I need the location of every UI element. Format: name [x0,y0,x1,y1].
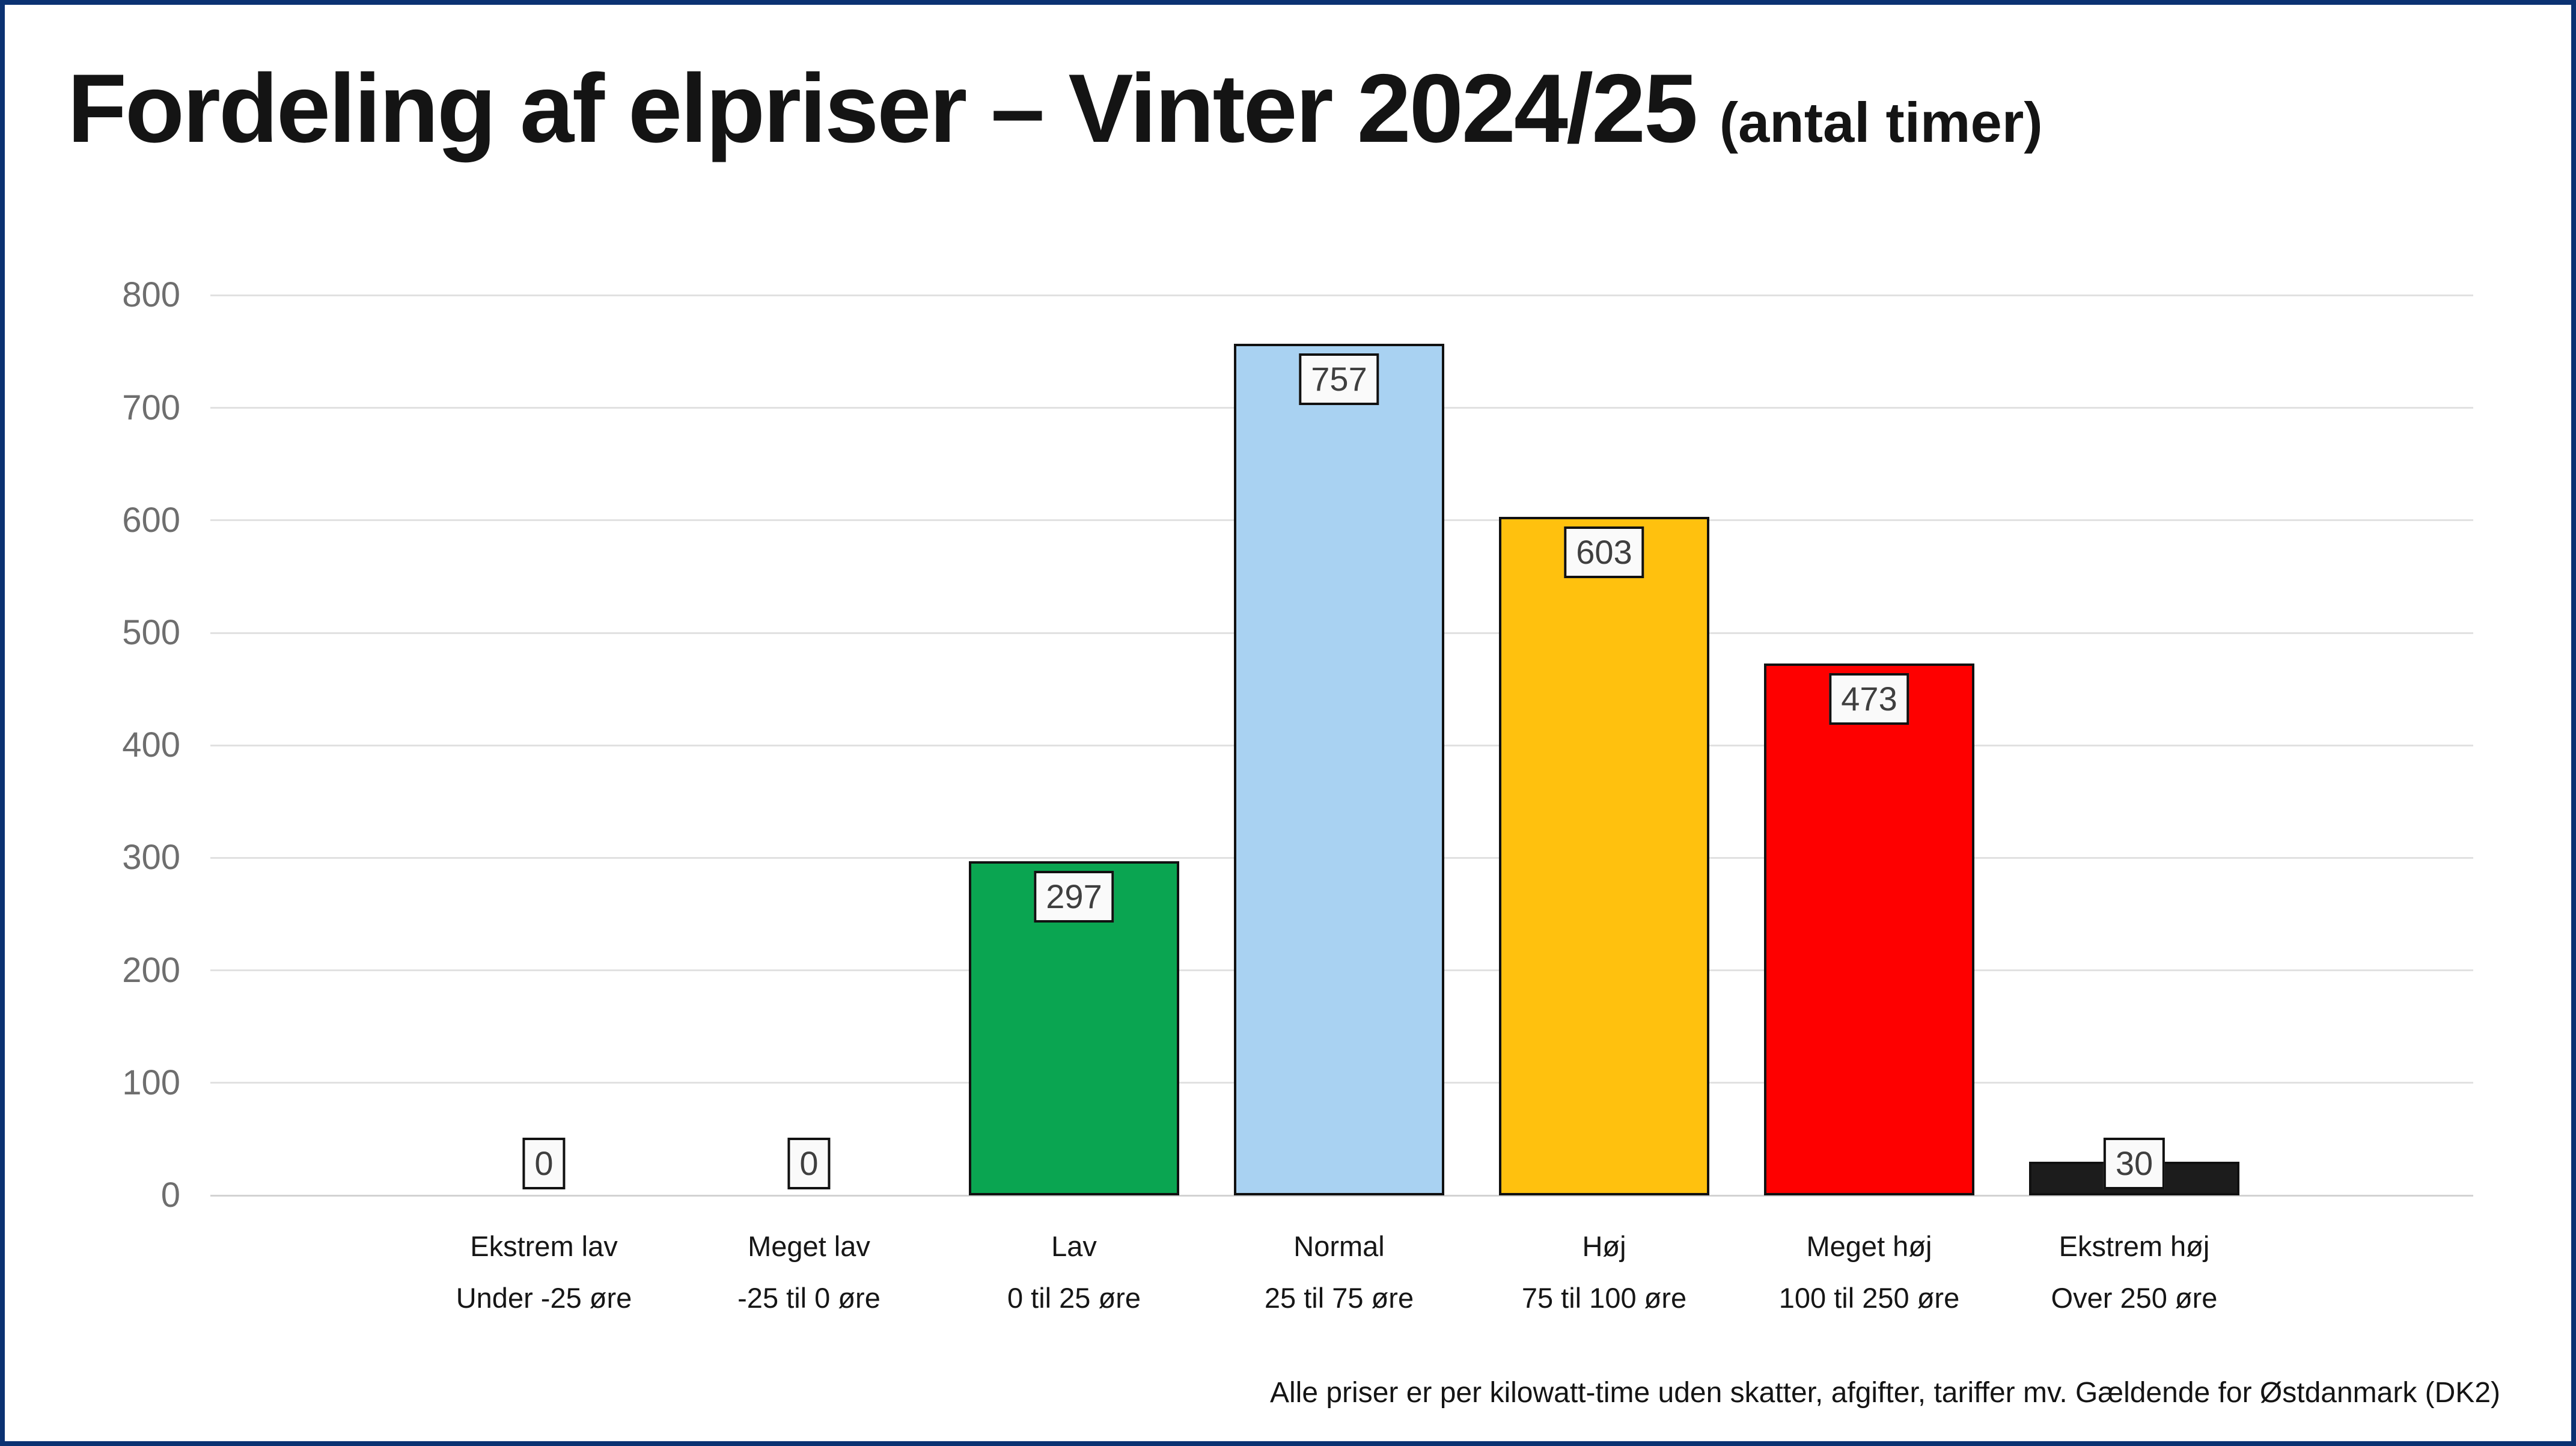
value-label-ekstrem-høj: 30 [2103,1138,2165,1189]
chart-title-suffix: (antal timer) [1719,91,2043,154]
x-axis-label-meget-lav: Meget lav -25 til 0 øre [629,1227,989,1317]
gridline-800 [210,294,2473,296]
category-name: Ekstrem lav [470,1230,618,1262]
value-label-høj: 603 [1564,526,1644,579]
y-axis-tick-600: 600 [122,500,180,540]
x-axis-label-ekstrem-lav: Ekstrem lav Under -25 øre [364,1227,724,1317]
category-name: Meget lav [748,1230,870,1262]
x-axis-label-ekstrem-høj: Ekstrem høj Over 250 øre [1954,1227,2315,1317]
x-axis-label-høj: Høj 75 til 100 øre [1424,1227,1784,1317]
y-axis-tick-800: 800 [122,275,180,315]
category-range: 100 til 250 øre [1778,1282,1960,1314]
value-label-lav: 297 [1034,871,1114,923]
category-name: Ekstrem høj [2059,1230,2210,1262]
category-range: Under -25 øre [456,1282,632,1314]
category-name: Høj [1582,1230,1626,1262]
value-label-meget-lav: 0 [787,1138,831,1189]
y-axis-tick-300: 300 [122,838,180,877]
category-name: Meget høj [1806,1230,1932,1262]
category-range: 0 til 25 øre [1007,1282,1141,1314]
value-label-normal: 757 [1299,353,1379,405]
bar-normal [1234,343,1444,1195]
y-axis-tick-200: 200 [122,950,180,990]
x-axis-label-normal: Normal 25 til 75 øre [1159,1227,1519,1317]
y-axis-tick-500: 500 [122,613,180,652]
category-range: 75 til 100 øre [1521,1282,1687,1314]
x-axis-label-lav: Lav 0 til 25 øre [894,1227,1254,1317]
category-name: Lav [1051,1230,1097,1262]
category-range: 25 til 75 øre [1264,1282,1414,1314]
y-axis-tick-700: 700 [122,388,180,427]
footnote-text: Alle priser er per kilowatt-time uden sk… [1269,1377,2500,1409]
y-axis-tick-0: 0 [160,1176,180,1215]
value-label-ekstrem-lav: 0 [522,1138,566,1189]
gridline-0 [210,1194,2473,1197]
category-name: Normal [1293,1230,1385,1262]
category-range: -25 til 0 øre [737,1282,881,1314]
x-axis-label-meget-høj: Meget høj 100 til 250 øre [1689,1227,2050,1317]
value-label-meget-høj: 473 [1829,673,1909,725]
y-axis-tick-100: 100 [122,1063,180,1102]
bar-meget-høj [1764,663,1974,1195]
chart-title-main: Fordeling af elpriser – Vinter 2024/25 [67,54,1698,163]
category-range: Over 250 øre [2051,1282,2218,1314]
bar-høj [1499,517,1709,1195]
chart-title: Fordeling af elpriser – Vinter 2024/25 (… [67,53,2043,165]
y-axis-tick-400: 400 [122,725,180,765]
